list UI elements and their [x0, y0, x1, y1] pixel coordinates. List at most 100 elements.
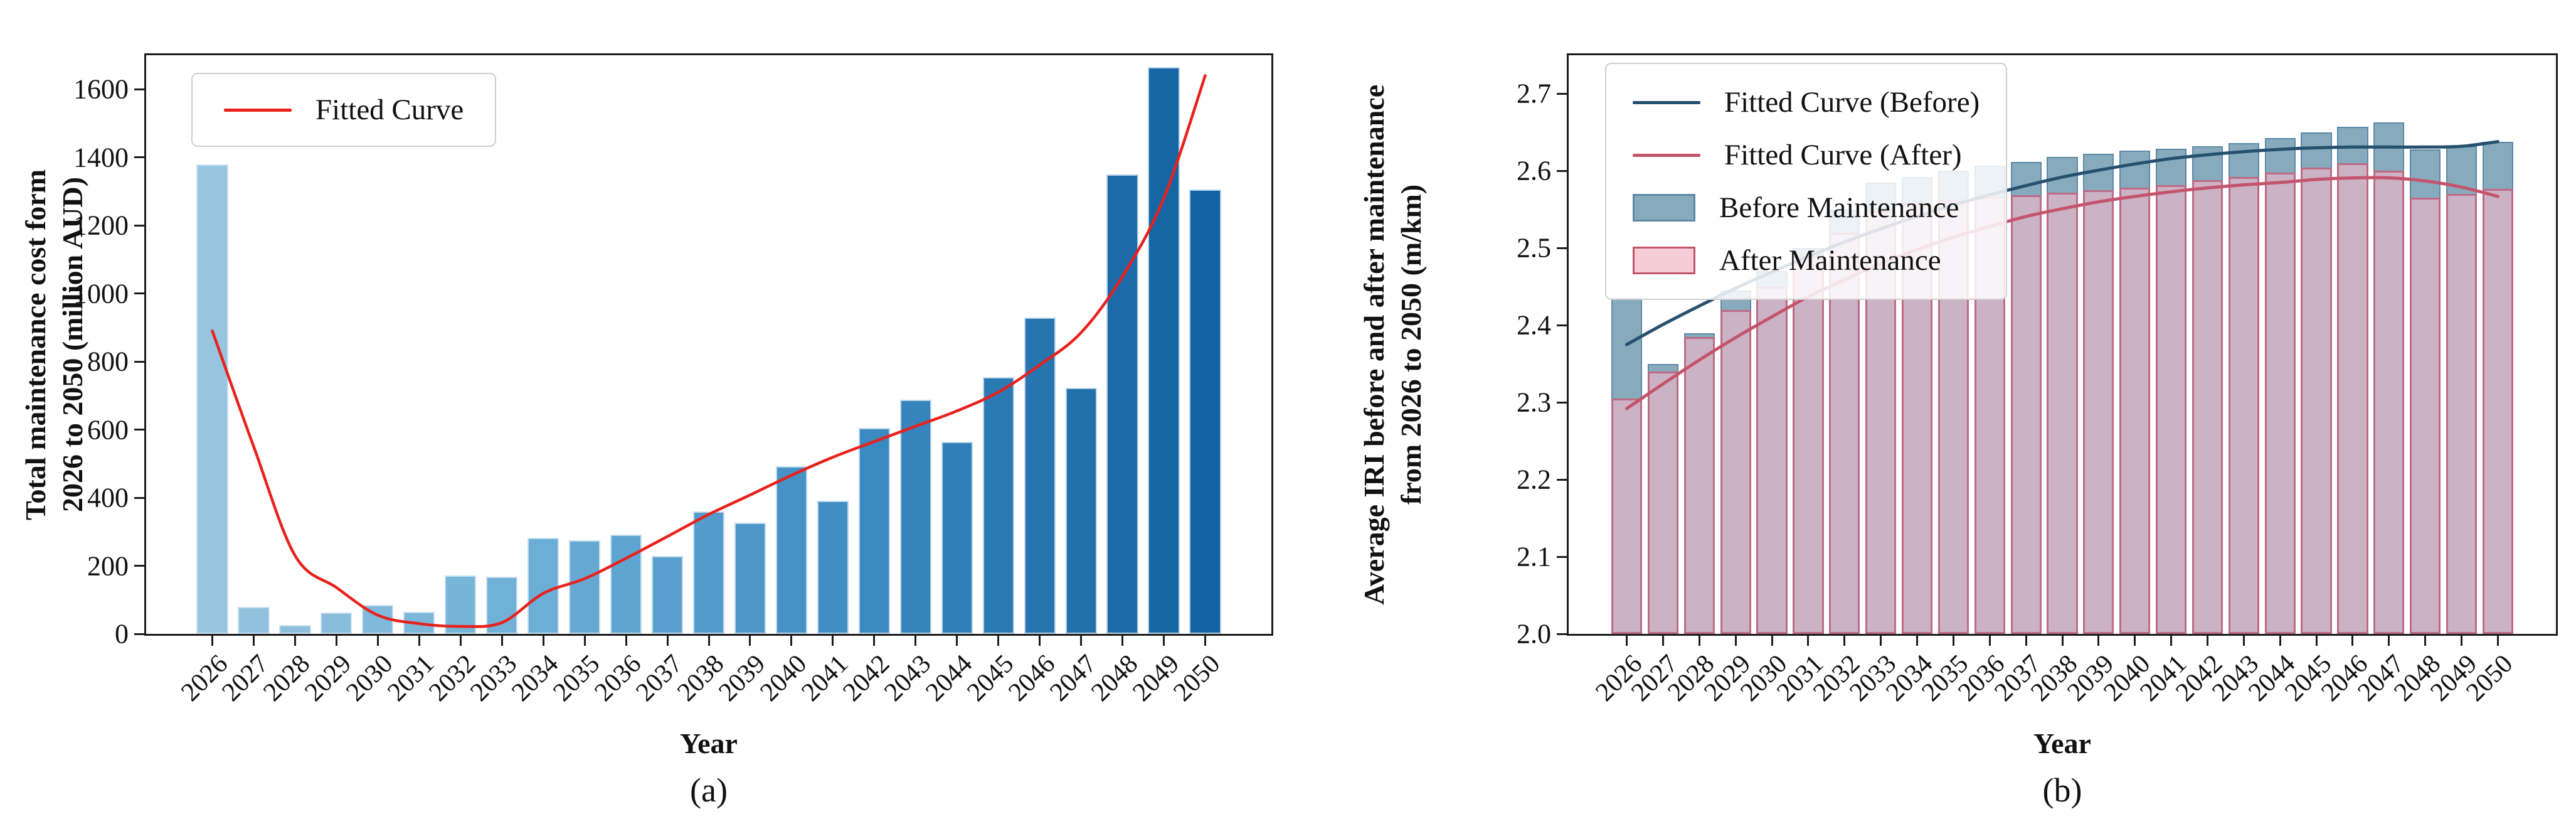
x-tick-mark	[2170, 636, 2173, 646]
bar-2041	[817, 500, 849, 634]
y-tick-mark	[134, 88, 144, 90]
bar-2042	[858, 427, 890, 634]
x-tick-mark	[1121, 636, 1124, 646]
bar-after-2050	[2482, 188, 2513, 634]
legend-item-after-maintenance: After Maintenance	[1633, 244, 1980, 277]
y-tick-label: 2.7	[1517, 78, 1551, 109]
bar-after-2049	[2446, 194, 2478, 634]
plot-area-b: Fitted Curve (Before) Fitted Curve (Afte…	[1517, 53, 2558, 707]
y-tick-label: 0	[115, 618, 129, 650]
x-tick-mark	[459, 636, 462, 646]
x-tick-mark	[2461, 636, 2463, 646]
bar-after-2031	[1793, 255, 1824, 634]
y-tick-mark	[1557, 169, 1567, 172]
x-tick-mark	[1988, 636, 1991, 646]
bar-2027	[238, 606, 270, 634]
bar-after-2044	[2264, 172, 2296, 634]
x-tick-mark	[211, 636, 214, 646]
legend-item-fitted-curve-before: Fitted Curve (Before)	[1633, 85, 1980, 119]
bar-after-2047	[2373, 171, 2405, 634]
y-tick-label: 1000	[73, 278, 129, 309]
legend-a: Fitted Curve	[191, 73, 497, 147]
y-axis-title-b-line1: Average IRI before and after maintenance	[1358, 84, 1390, 605]
x-tick-mark	[1039, 636, 1041, 646]
x-tick-mark	[1734, 636, 1737, 646]
x-tick-mark	[832, 636, 834, 646]
x-tick-mark	[2097, 636, 2100, 646]
x-tick-mark	[2025, 636, 2027, 646]
x-tick-mark	[2242, 636, 2245, 646]
x-tick-mark	[708, 636, 710, 646]
bar-after-2045	[2301, 168, 2332, 634]
x-tick-mark	[1080, 636, 1083, 646]
x-tick-mark	[335, 636, 337, 646]
y-axis-title-a-line1: Total maintenance cost form	[19, 169, 51, 520]
y-tick-mark	[134, 496, 144, 499]
bar-2047	[1065, 388, 1097, 634]
y-tick-mark	[134, 156, 144, 159]
x-tick-mark	[583, 636, 586, 646]
y-axis-title-a: Total maintenance cost form 2026 to 2050 …	[18, 53, 92, 636]
x-tick-mark	[1626, 636, 1628, 646]
y-tick-label: 2.1	[1517, 541, 1551, 572]
y-tick-mark	[134, 429, 144, 431]
y-tick-mark	[1557, 633, 1567, 635]
bar-after-2041	[2156, 185, 2187, 634]
x-tick-mark	[1952, 636, 1954, 646]
legend-item-fitted-curve: Fitted Curve	[224, 93, 464, 127]
legend-label: Before Maintenance	[1719, 191, 1959, 224]
bar-2050	[1189, 190, 1221, 634]
bar-2045	[982, 377, 1014, 634]
bar-after-2043	[2228, 177, 2259, 634]
fitted-curve-before-line-sample	[1633, 100, 1700, 104]
x-tick-mark	[2351, 636, 2354, 646]
bar-2038	[692, 511, 725, 634]
bar-after-2029	[1720, 309, 1751, 634]
y-tick-label: 1600	[73, 73, 129, 105]
y-tick-mark	[134, 565, 144, 567]
y-tick-label: 2.6	[1517, 155, 1551, 186]
x-tick-mark	[956, 636, 958, 646]
x-tick-mark	[1698, 636, 1700, 646]
legend-label: Fitted Curve	[315, 94, 464, 126]
curve-fitted-curve-after-	[1625, 176, 2499, 410]
before-maintenance-patch-sample	[1633, 194, 1695, 222]
bar-after-2030	[1756, 286, 1788, 634]
x-tick-mark	[2134, 636, 2136, 646]
legend-label: After Maintenance	[1719, 244, 1941, 277]
x-tick-mark	[749, 636, 751, 646]
x-tick-mark	[2206, 636, 2208, 646]
x-tick-mark	[1163, 636, 1165, 646]
x-tick-mark	[997, 636, 1000, 646]
x-tick-mark	[1880, 636, 1882, 646]
y-tick-label: 2.4	[1517, 309, 1551, 341]
x-tick-mark	[1204, 636, 1206, 646]
y-tick-label: 2.3	[1517, 387, 1551, 418]
bar-2048	[1106, 174, 1138, 634]
subfigure-caption-a: (a)	[690, 771, 728, 809]
x-tick-mark	[666, 636, 669, 646]
y-tick-label: 1400	[73, 142, 129, 173]
subfigure-caption-b: (b)	[2042, 771, 2082, 809]
plot-area-a: Fitted Curve 0 200 400 600 800 1000 1200 1400 16…	[73, 53, 1273, 707]
x-tick-mark	[2061, 636, 2064, 646]
curve-fitted-curve	[211, 74, 1207, 628]
y-tick-mark	[1557, 401, 1567, 404]
x-tick-mark	[252, 636, 255, 646]
x-tick-mark	[294, 636, 296, 646]
fitted-curve-line-sample	[224, 108, 292, 112]
legend-label: Fitted Curve (Before)	[1724, 86, 1980, 119]
y-tick-label: 400	[87, 482, 129, 513]
legend-b: Fitted Curve (Before) Fitted Curve (Afte…	[1605, 63, 2008, 300]
y-tick-label: 1200	[73, 210, 129, 241]
x-tick-mark	[2388, 636, 2390, 646]
bar-after-2037	[2010, 195, 2042, 634]
x-tick-mark	[914, 636, 917, 646]
after-maintenance-patch-sample	[1633, 247, 1695, 274]
bar-2040	[775, 466, 807, 634]
bar-2035	[569, 540, 601, 634]
x-tick-mark	[2279, 636, 2281, 646]
bar-2043	[899, 399, 931, 634]
y-tick-label: 2.2	[1517, 464, 1551, 495]
bar-after-2046	[2337, 163, 2368, 634]
